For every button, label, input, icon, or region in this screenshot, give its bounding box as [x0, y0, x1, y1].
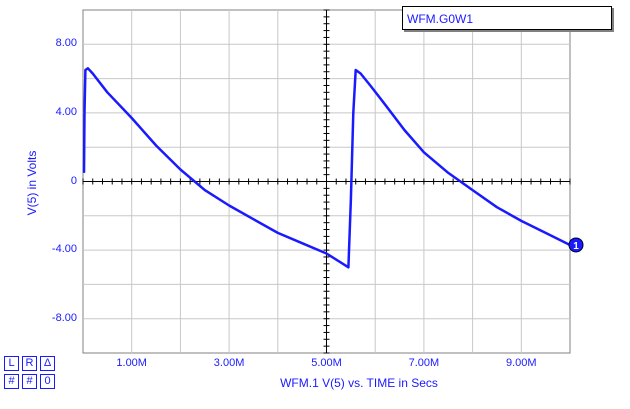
- x-tick-label: 5.00M: [311, 357, 342, 369]
- delta-button[interactable]: Δ: [40, 356, 55, 371]
- y-tick-label: -4.00: [51, 243, 77, 256]
- x-tick-label: 7.00M: [408, 357, 440, 369]
- series-line: [82, 67, 571, 269]
- series-group: [82, 67, 571, 269]
- l-button[interactable]: L: [4, 356, 19, 371]
- waveform-legend[interactable]: WFM.G0W1: [402, 6, 612, 30]
- y-tick-label: -8.00: [51, 311, 77, 324]
- series-end-marker[interactable]: [568, 237, 584, 253]
- r-button[interactable]: R: [22, 356, 37, 371]
- x-tick-label: 9.00M: [506, 357, 537, 369]
- axes: [82, 9, 571, 354]
- zero-button[interactable]: 0: [40, 374, 55, 389]
- y-tick-label: 0: [70, 174, 77, 187]
- y-tick-label: 4.00: [55, 105, 77, 118]
- series-marker-label: 1: [573, 241, 579, 252]
- y-axis-label: V(5) in Volts: [25, 150, 39, 216]
- hash-button-1[interactable]: #: [4, 374, 19, 389]
- end-marker[interactable]: 1: [568, 237, 584, 253]
- hash-button-2[interactable]: #: [22, 374, 37, 389]
- x-tick-label: 3.00M: [213, 357, 245, 369]
- x-tick-label: 1.00M: [116, 357, 147, 369]
- y-tick-label: 8.00: [55, 37, 77, 50]
- x-axis-label: WFM.1 V(5) vs. TIME in Secs: [280, 376, 438, 390]
